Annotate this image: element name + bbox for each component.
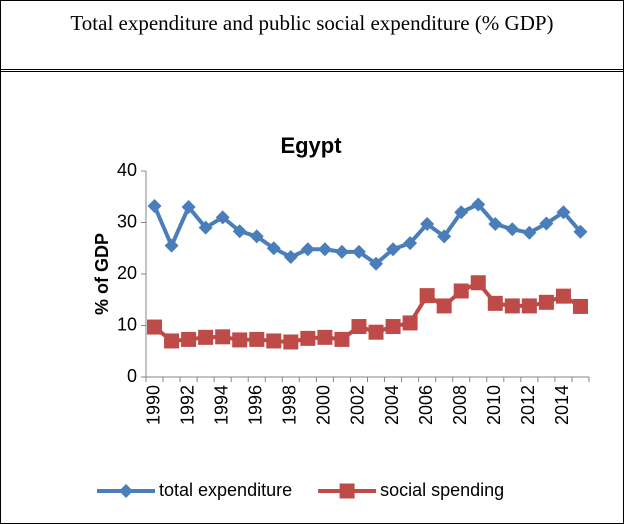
data-point	[437, 229, 452, 244]
data-point	[385, 319, 401, 335]
chart-title: Egypt	[280, 133, 342, 158]
data-point	[300, 242, 315, 257]
data-point	[470, 275, 486, 291]
data-point	[266, 333, 282, 349]
data-point	[386, 242, 401, 257]
x-tick-label: 1994	[211, 385, 231, 425]
legend-marker	[339, 483, 355, 499]
data-point	[505, 222, 520, 237]
data-point	[504, 298, 520, 314]
data-point	[198, 220, 213, 235]
legend-label: total expenditure	[159, 480, 292, 500]
data-point	[249, 229, 264, 244]
data-point	[351, 244, 366, 259]
data-point	[539, 216, 554, 231]
data-point	[351, 319, 367, 335]
x-tick-label: 2002	[348, 385, 368, 425]
series-line	[152, 202, 582, 266]
x-tick-label: 2006	[416, 385, 436, 425]
data-point	[556, 205, 571, 220]
data-point	[334, 331, 350, 347]
data-point	[317, 329, 333, 345]
data-point	[181, 200, 196, 215]
header-title: Total expenditure and public social expe…	[1, 1, 623, 72]
data-point	[402, 315, 418, 331]
data-point	[164, 238, 179, 253]
x-tick-label: 1996	[246, 385, 266, 425]
data-point	[249, 331, 265, 347]
data-point	[232, 224, 247, 239]
y-tick-label: 30	[117, 211, 137, 231]
data-point	[266, 241, 281, 256]
data-point	[488, 217, 503, 232]
data-point	[147, 199, 162, 214]
data-point	[215, 210, 230, 225]
data-point	[419, 288, 435, 304]
x-tick-label: 2000	[314, 385, 334, 425]
x-tick-label: 2004	[382, 385, 402, 425]
x-tick-label: 1998	[280, 385, 300, 425]
data-point	[403, 236, 418, 251]
x-tick-label: 1990	[143, 385, 163, 425]
legend-label: social spending	[380, 480, 504, 500]
data-point	[369, 256, 384, 271]
data-point	[368, 324, 384, 340]
data-point	[181, 331, 197, 347]
data-point	[164, 333, 180, 349]
x-tick-label: 2008	[450, 385, 470, 425]
data-point	[521, 298, 537, 314]
data-point	[147, 319, 163, 335]
data-point	[471, 197, 486, 212]
x-tick-label: 1992	[177, 385, 197, 425]
legend-marker	[119, 484, 133, 498]
data-point	[300, 330, 316, 346]
chart: Egypt % of GDP 0 10 20 30 40 1990 1992 1994 1996…	[92, 133, 590, 500]
data-point	[572, 298, 588, 314]
data-point	[555, 288, 571, 304]
data-point	[317, 242, 332, 257]
x-tick-label: 2010	[484, 385, 504, 425]
x-tick-label: 2012	[518, 385, 538, 425]
y-tick-label: 40	[117, 160, 137, 180]
y-tick-label: 0	[127, 366, 137, 386]
data-point	[283, 334, 299, 350]
y-axis-label: % of GDP	[92, 233, 112, 315]
data-point	[487, 295, 503, 311]
data-point	[436, 298, 452, 314]
data-point	[232, 332, 248, 348]
data-point	[198, 329, 214, 345]
data-point	[522, 225, 537, 240]
data-point	[573, 224, 588, 239]
data-point	[215, 329, 231, 345]
data-point	[538, 294, 554, 310]
data-point	[454, 205, 469, 220]
y-tick-label: 10	[117, 314, 137, 334]
y-tick-label: 20	[117, 263, 137, 283]
x-tick-label: 2014	[552, 385, 572, 425]
data-point	[283, 250, 298, 265]
data-point	[453, 283, 469, 299]
data-point	[334, 244, 349, 259]
data-point	[420, 217, 435, 232]
